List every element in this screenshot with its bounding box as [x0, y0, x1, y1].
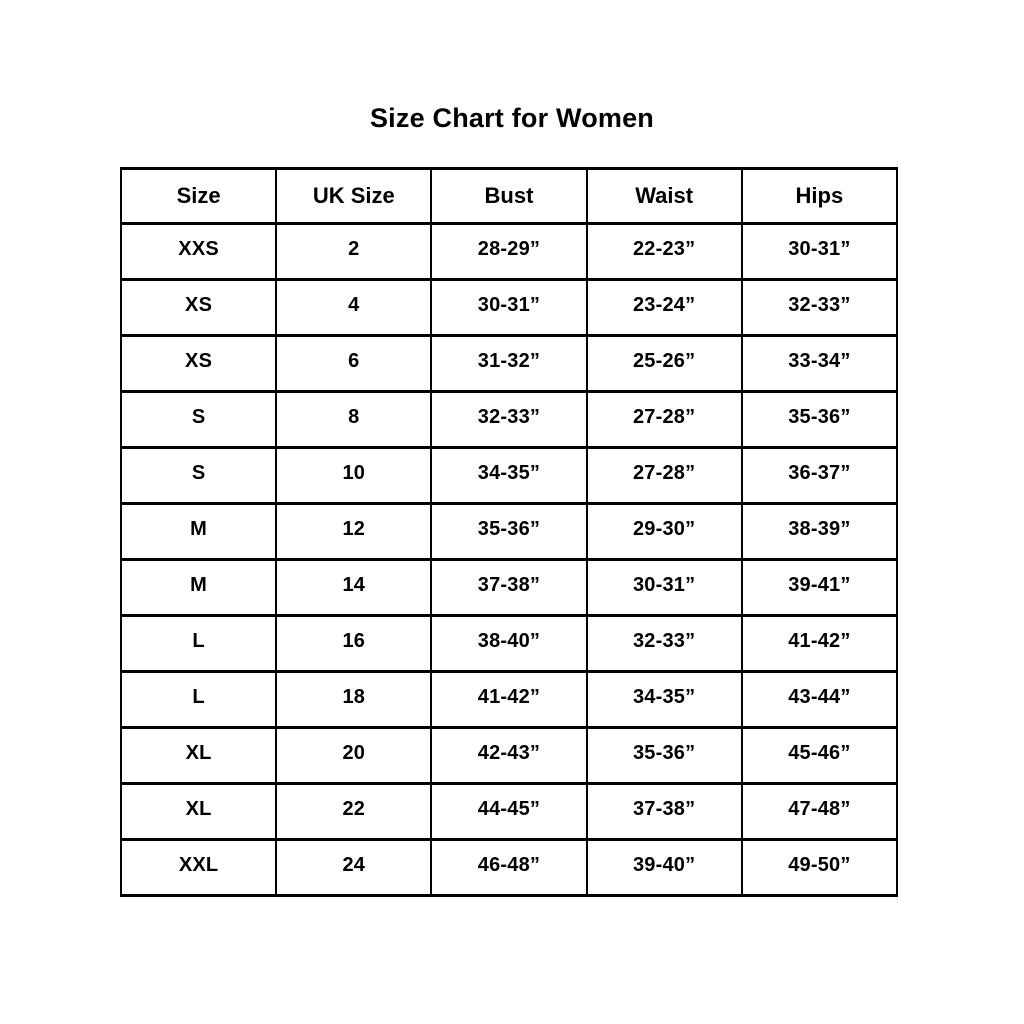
table-cell-hips: 30-31”	[740, 222, 899, 281]
table-cell-waist: 32-33”	[585, 614, 743, 673]
table-body: XXS 2 28-29” 22-23” 30-31” XS 4 30-31” 23-24” 32-…	[119, 222, 899, 897]
column-header-bust: Bust	[430, 167, 588, 225]
column-header-size: Size	[119, 167, 278, 225]
table-cell-bust: 35-36”	[430, 502, 588, 561]
table-row: XS 6 31-32” 25-26” 33-34”	[119, 334, 899, 393]
table-cell-size: XS	[119, 278, 278, 337]
table-header: Size UK Size Bust Waist Hips	[119, 167, 899, 225]
table-cell-hips: 33-34”	[740, 334, 899, 393]
table-cell-hips: 35-36”	[740, 390, 899, 449]
table-cell-waist: 30-31”	[585, 558, 743, 617]
table-cell-waist: 27-28”	[585, 390, 743, 449]
table-cell-waist: 22-23”	[585, 222, 743, 281]
table-cell-bust: 32-33”	[430, 390, 588, 449]
table-cell-size: XXL	[119, 838, 278, 897]
table-cell-bust: 41-42”	[430, 670, 588, 729]
column-header-uk-size: UK Size	[275, 167, 433, 225]
table-row: L 18 41-42” 34-35” 43-44”	[119, 670, 899, 729]
table-row: L 16 38-40” 32-33” 41-42”	[119, 614, 899, 673]
table-cell-uk-size: 22	[275, 782, 433, 841]
table-row: XS 4 30-31” 23-24” 32-33”	[119, 278, 899, 337]
table-cell-size: XXS	[119, 222, 278, 281]
table-cell-bust: 38-40”	[430, 614, 588, 673]
table-cell-waist: 25-26”	[585, 334, 743, 393]
table-cell-hips: 45-46”	[740, 726, 899, 785]
table-cell-size: M	[119, 558, 278, 617]
table-row: M 14 37-38” 30-31” 39-41”	[119, 558, 899, 617]
table-cell-uk-size: 12	[275, 502, 433, 561]
table-cell-bust: 34-35”	[430, 446, 588, 505]
column-header-waist: Waist	[585, 167, 743, 225]
table-cell-size: XL	[119, 782, 278, 841]
table-cell-hips: 38-39”	[740, 502, 899, 561]
table-row: XL 20 42-43” 35-36” 45-46”	[119, 726, 899, 785]
table-cell-uk-size: 18	[275, 670, 433, 729]
table-cell-hips: 43-44”	[740, 670, 899, 729]
column-header-hips: Hips	[740, 167, 899, 225]
table-cell-bust: 37-38”	[430, 558, 588, 617]
table-cell-waist: 34-35”	[585, 670, 743, 729]
table-cell-size: S	[119, 446, 278, 505]
table-cell-waist: 27-28”	[585, 446, 743, 505]
table-cell-size: S	[119, 390, 278, 449]
table-cell-size: L	[119, 670, 278, 729]
page-title: Size Chart for Women	[369, 103, 655, 133]
table-cell-uk-size: 10	[275, 446, 433, 505]
table-cell-hips: 49-50”	[740, 838, 899, 897]
table-cell-hips: 47-48”	[740, 782, 899, 841]
table-cell-waist: 37-38”	[585, 782, 743, 841]
table-cell-waist: 35-36”	[585, 726, 743, 785]
table-cell-waist: 29-30”	[585, 502, 743, 561]
table-row: S 10 34-35” 27-28” 36-37”	[119, 446, 899, 505]
table-row: XXS 2 28-29” 22-23” 30-31”	[119, 222, 899, 281]
table-cell-uk-size: 8	[275, 390, 433, 449]
table-cell-uk-size: 6	[275, 334, 433, 393]
table-cell-bust: 31-32”	[430, 334, 588, 393]
size-chart-table: Size UK Size Bust Waist Hips XXS 2 28-29” 2…	[119, 167, 899, 897]
table-row: XXL 24 46-48” 39-40” 49-50”	[119, 838, 899, 897]
table-cell-uk-size: 4	[275, 278, 433, 337]
table-cell-uk-size: 16	[275, 614, 433, 673]
table-cell-uk-size: 24	[275, 838, 433, 897]
table-row: XL 22 44-45” 37-38” 47-48”	[119, 782, 899, 841]
table-cell-hips: 32-33”	[740, 278, 899, 337]
table-cell-size: L	[119, 614, 278, 673]
table-cell-waist: 39-40”	[585, 838, 743, 897]
table-row: M 12 35-36” 29-30” 38-39”	[119, 502, 899, 561]
table-cell-bust: 42-43”	[430, 726, 588, 785]
table-cell-uk-size: 14	[275, 558, 433, 617]
table-cell-size: XS	[119, 334, 278, 393]
table-cell-uk-size: 2	[275, 222, 433, 281]
table-cell-size: M	[119, 502, 278, 561]
table-cell-bust: 28-29”	[430, 222, 588, 281]
table-cell-hips: 41-42”	[740, 614, 899, 673]
table-cell-bust: 44-45”	[430, 782, 588, 841]
table-cell-bust: 30-31”	[430, 278, 588, 337]
table-row: S 8 32-33” 27-28” 35-36”	[119, 390, 899, 449]
table-cell-uk-size: 20	[275, 726, 433, 785]
table-cell-waist: 23-24”	[585, 278, 743, 337]
table-header-row: Size UK Size Bust Waist Hips	[119, 167, 899, 225]
table-cell-size: XL	[119, 726, 278, 785]
table-cell-bust: 46-48”	[430, 838, 588, 897]
table-cell-hips: 36-37”	[740, 446, 899, 505]
table-cell-hips: 39-41”	[740, 558, 899, 617]
